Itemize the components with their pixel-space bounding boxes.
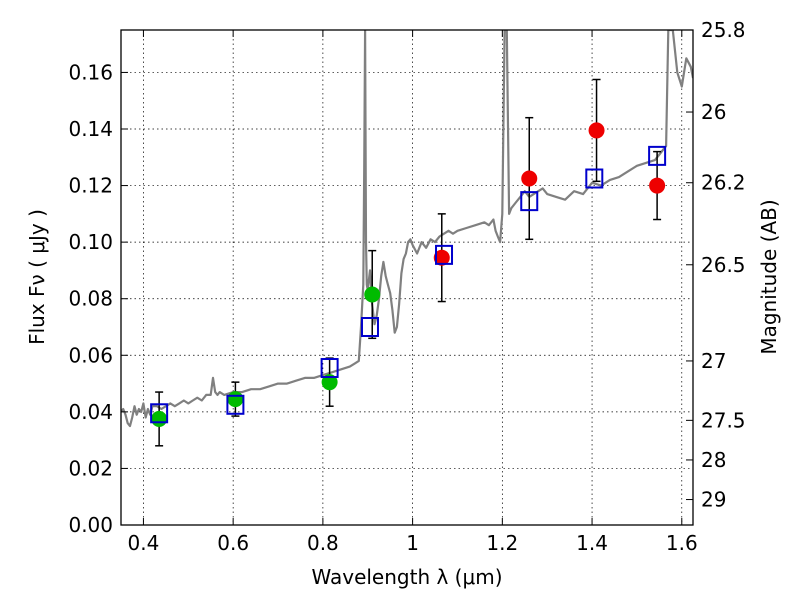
synthetic-photometry-square (435, 244, 454, 265)
x-axis-ticks: 0.4 0.6 0.8 1 1.2 1.4 1.6 (128, 30, 698, 555)
data-points-layer (150, 122, 667, 427)
synthetic-photometry-square (585, 168, 604, 189)
red-photometry-point (588, 122, 605, 139)
y-axis-ticks: 0.00 0.02 0.04 0.06 0.08 0.10 0.12 0.14 0.16 (68, 60, 128, 537)
grid-lines (121, 30, 693, 526)
x-tick-label: 1.2 (486, 531, 518, 555)
y2-axis-ticks: 25.8 26 26.2 26.5 27 27.5 28 29 (686, 18, 746, 512)
y2-tick-label: 29 (701, 488, 726, 512)
y-tick-label: 0.00 (68, 513, 113, 537)
x-tick-label: 1 (406, 531, 419, 555)
y2-axis-label: Magnitude (AB) (757, 199, 781, 354)
y-tick-label: 0.02 (68, 456, 113, 480)
y-tick-label: 0.04 (68, 400, 113, 424)
x-tick-label: 1.4 (576, 531, 608, 555)
synthetic-photometry-square (360, 317, 379, 337)
y-axis-label: Flux Fν ( μJy ) (25, 209, 49, 345)
y-tick-label: 0.06 (68, 343, 113, 367)
green-photometry-point (151, 410, 168, 427)
x-axis-label: Wavelength λ (μm) (311, 565, 502, 589)
y2-tick-label: 26.5 (701, 253, 746, 277)
plot-frame (120, 29, 694, 526)
y-tick-label: 0.12 (68, 174, 113, 198)
red-photometry-point (649, 177, 666, 194)
synthetic-photometry-square (226, 394, 245, 415)
y2-tick-label: 27 (701, 349, 726, 373)
green-photometry-point (321, 374, 338, 391)
x-tick-label: 1.6 (666, 531, 698, 555)
x-tick-label: 0.4 (128, 531, 160, 555)
synthetic-photometry-square (320, 358, 339, 379)
y-tick-label: 0.10 (68, 230, 113, 254)
red-photometry-point (521, 170, 538, 187)
y2-tick-label: 25.8 (701, 18, 746, 42)
red-photometry-point (433, 249, 450, 266)
model-spectrum-line (121, 30, 693, 428)
synthetic-photometry-square (520, 191, 539, 212)
synthetic-photometry-square (150, 403, 169, 424)
y-tick-label: 0.16 (68, 60, 113, 84)
green-photometry-point (364, 286, 381, 303)
x-tick-label: 0.6 (217, 531, 249, 555)
green-photometry-point (227, 391, 244, 408)
y2-tick-label: 26 (701, 100, 726, 124)
plot-background (121, 30, 693, 525)
y2-tick-label: 28 (701, 448, 726, 472)
synthetic-photometry-square (648, 145, 667, 166)
y-tick-label: 0.14 (68, 117, 113, 141)
y-tick-label: 0.08 (68, 287, 113, 311)
y2-tick-label: 26.2 (701, 171, 746, 195)
y2-tick-label: 27.5 (701, 408, 746, 432)
model-spectrum-layer (121, 30, 693, 428)
x-tick-label: 0.8 (307, 531, 339, 555)
